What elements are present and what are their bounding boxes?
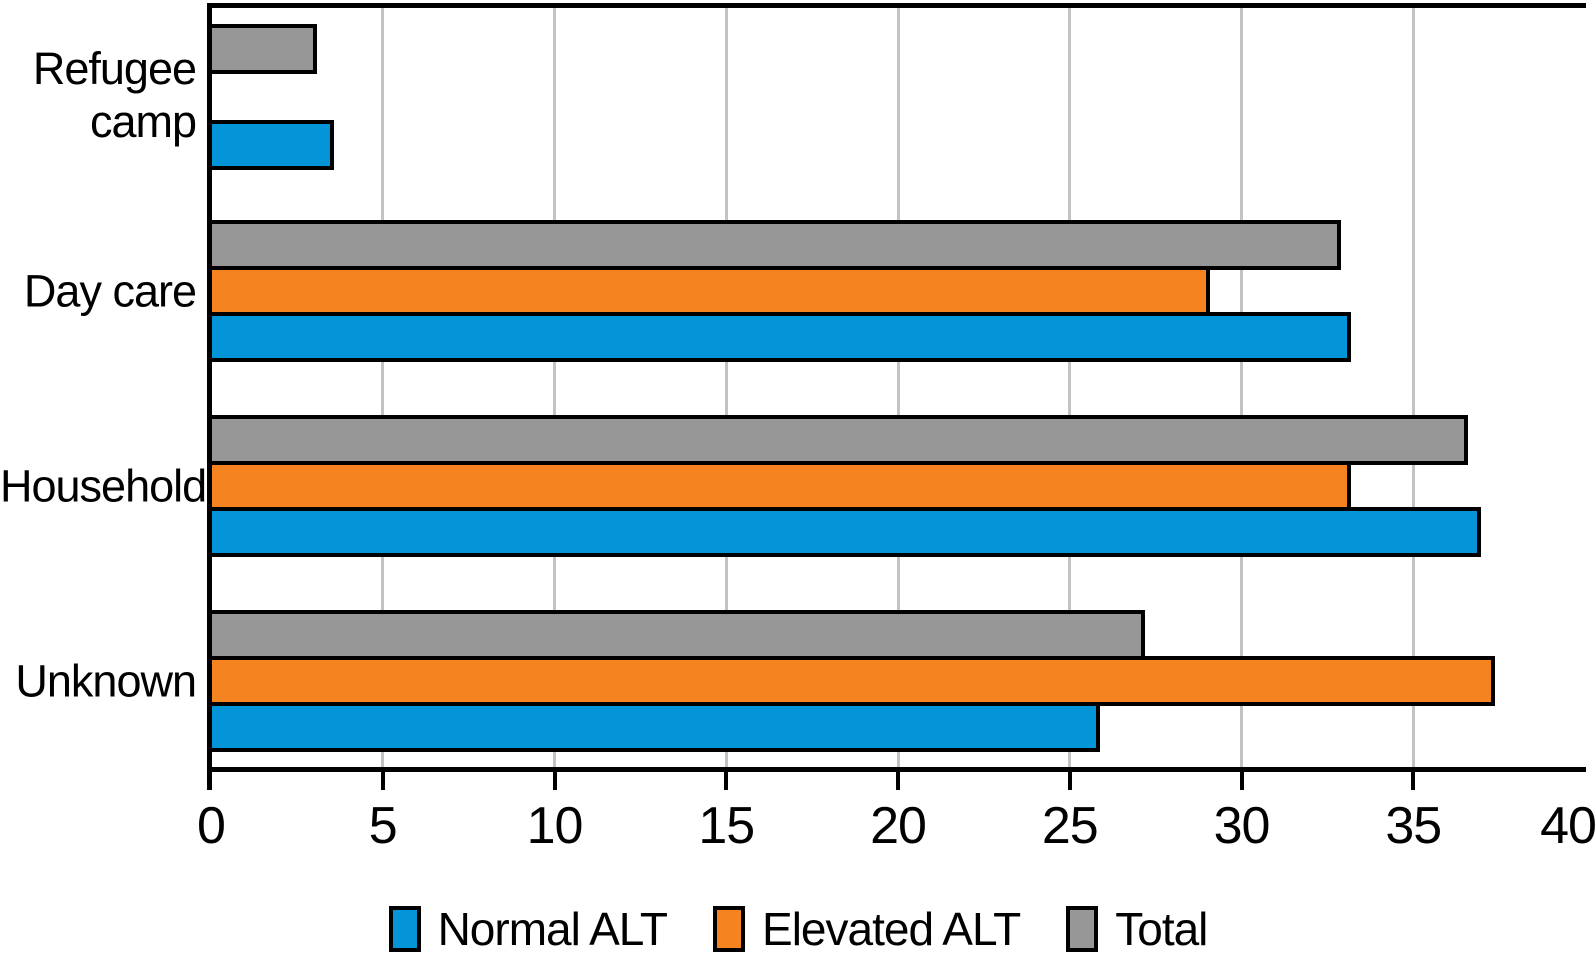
gridline [553,8,556,767]
y-category-label-day-care: Day care [23,265,197,317]
y-category-label-refugee-camp: Refugee camp [32,42,197,147]
legend-item-normal-alt: Normal ALT [388,902,668,956]
bar-normal-alt-refugee-camp [207,120,334,170]
x-tick-label-40: 40 [1540,797,1596,855]
x-axis-tick [552,771,557,790]
bar-total-refugee-camp [207,24,317,74]
bar-group-day-care [207,220,1351,362]
x-tick-label-0: 0 [197,797,226,855]
gridline [1240,8,1243,767]
x-tick-label-30: 30 [1213,797,1271,855]
gridline [1411,8,1415,767]
gridline [724,8,728,767]
x-axis-tick [380,771,385,790]
bar-group-household [207,415,1481,557]
gridline [381,8,385,767]
x-axis-tick [1067,771,1072,790]
legend-item-elevated-alt: Elevated ALT [713,902,1021,956]
x-axis-tick [724,771,729,790]
legend-swatch-elevated-alt [713,906,746,952]
legend-label-total: Total [1115,903,1208,955]
bar-normal-alt-day-care [207,312,1351,362]
x-tick-label-5: 5 [368,797,398,855]
x-tick-label-15: 15 [698,797,755,855]
plot-top-border [207,3,1586,8]
bar-elevated-alt-household [207,461,1351,511]
y-category-label-unknown: Unknown [15,655,197,707]
x-axis-line [207,767,1586,772]
legend: Normal ALT Elevated ALT Total [0,894,1596,964]
x-axis-tick [1239,771,1244,790]
legend-label-normal-alt: Normal ALT [437,903,668,955]
gridline [1068,8,1072,767]
x-axis-tick [896,771,900,790]
bar-elevated-alt-unknown [207,656,1495,706]
bar-normal-alt-household [207,507,1481,557]
x-tick-label-20: 20 [870,797,927,855]
bar-total-day-care [207,220,1341,270]
legend-label-elevated-alt: Elevated ALT [762,903,1021,955]
bar-total-unknown [207,610,1145,660]
legend-swatch-total [1066,906,1099,952]
legend-item-total: Total [1066,902,1208,956]
y-axis-line [207,3,212,790]
x-axis-tick [1411,771,1416,790]
bar-group-unknown [207,610,1495,752]
legend-swatch-normal-alt [388,906,421,952]
y-category-label-household: Household [0,460,207,512]
bar-total-household [207,415,1468,465]
bar-elevated-alt-day-care [207,266,1210,316]
bar-elevated-alt-refugee-camp-zero [207,70,334,124]
gridline [896,8,900,767]
x-tick-label-10: 10 [526,797,584,855]
bar-normal-alt-unknown [207,702,1100,752]
x-tick-label-25: 25 [1041,797,1099,855]
bar-group-refugee-camp [207,24,334,170]
x-tick-label-35: 35 [1385,797,1442,855]
